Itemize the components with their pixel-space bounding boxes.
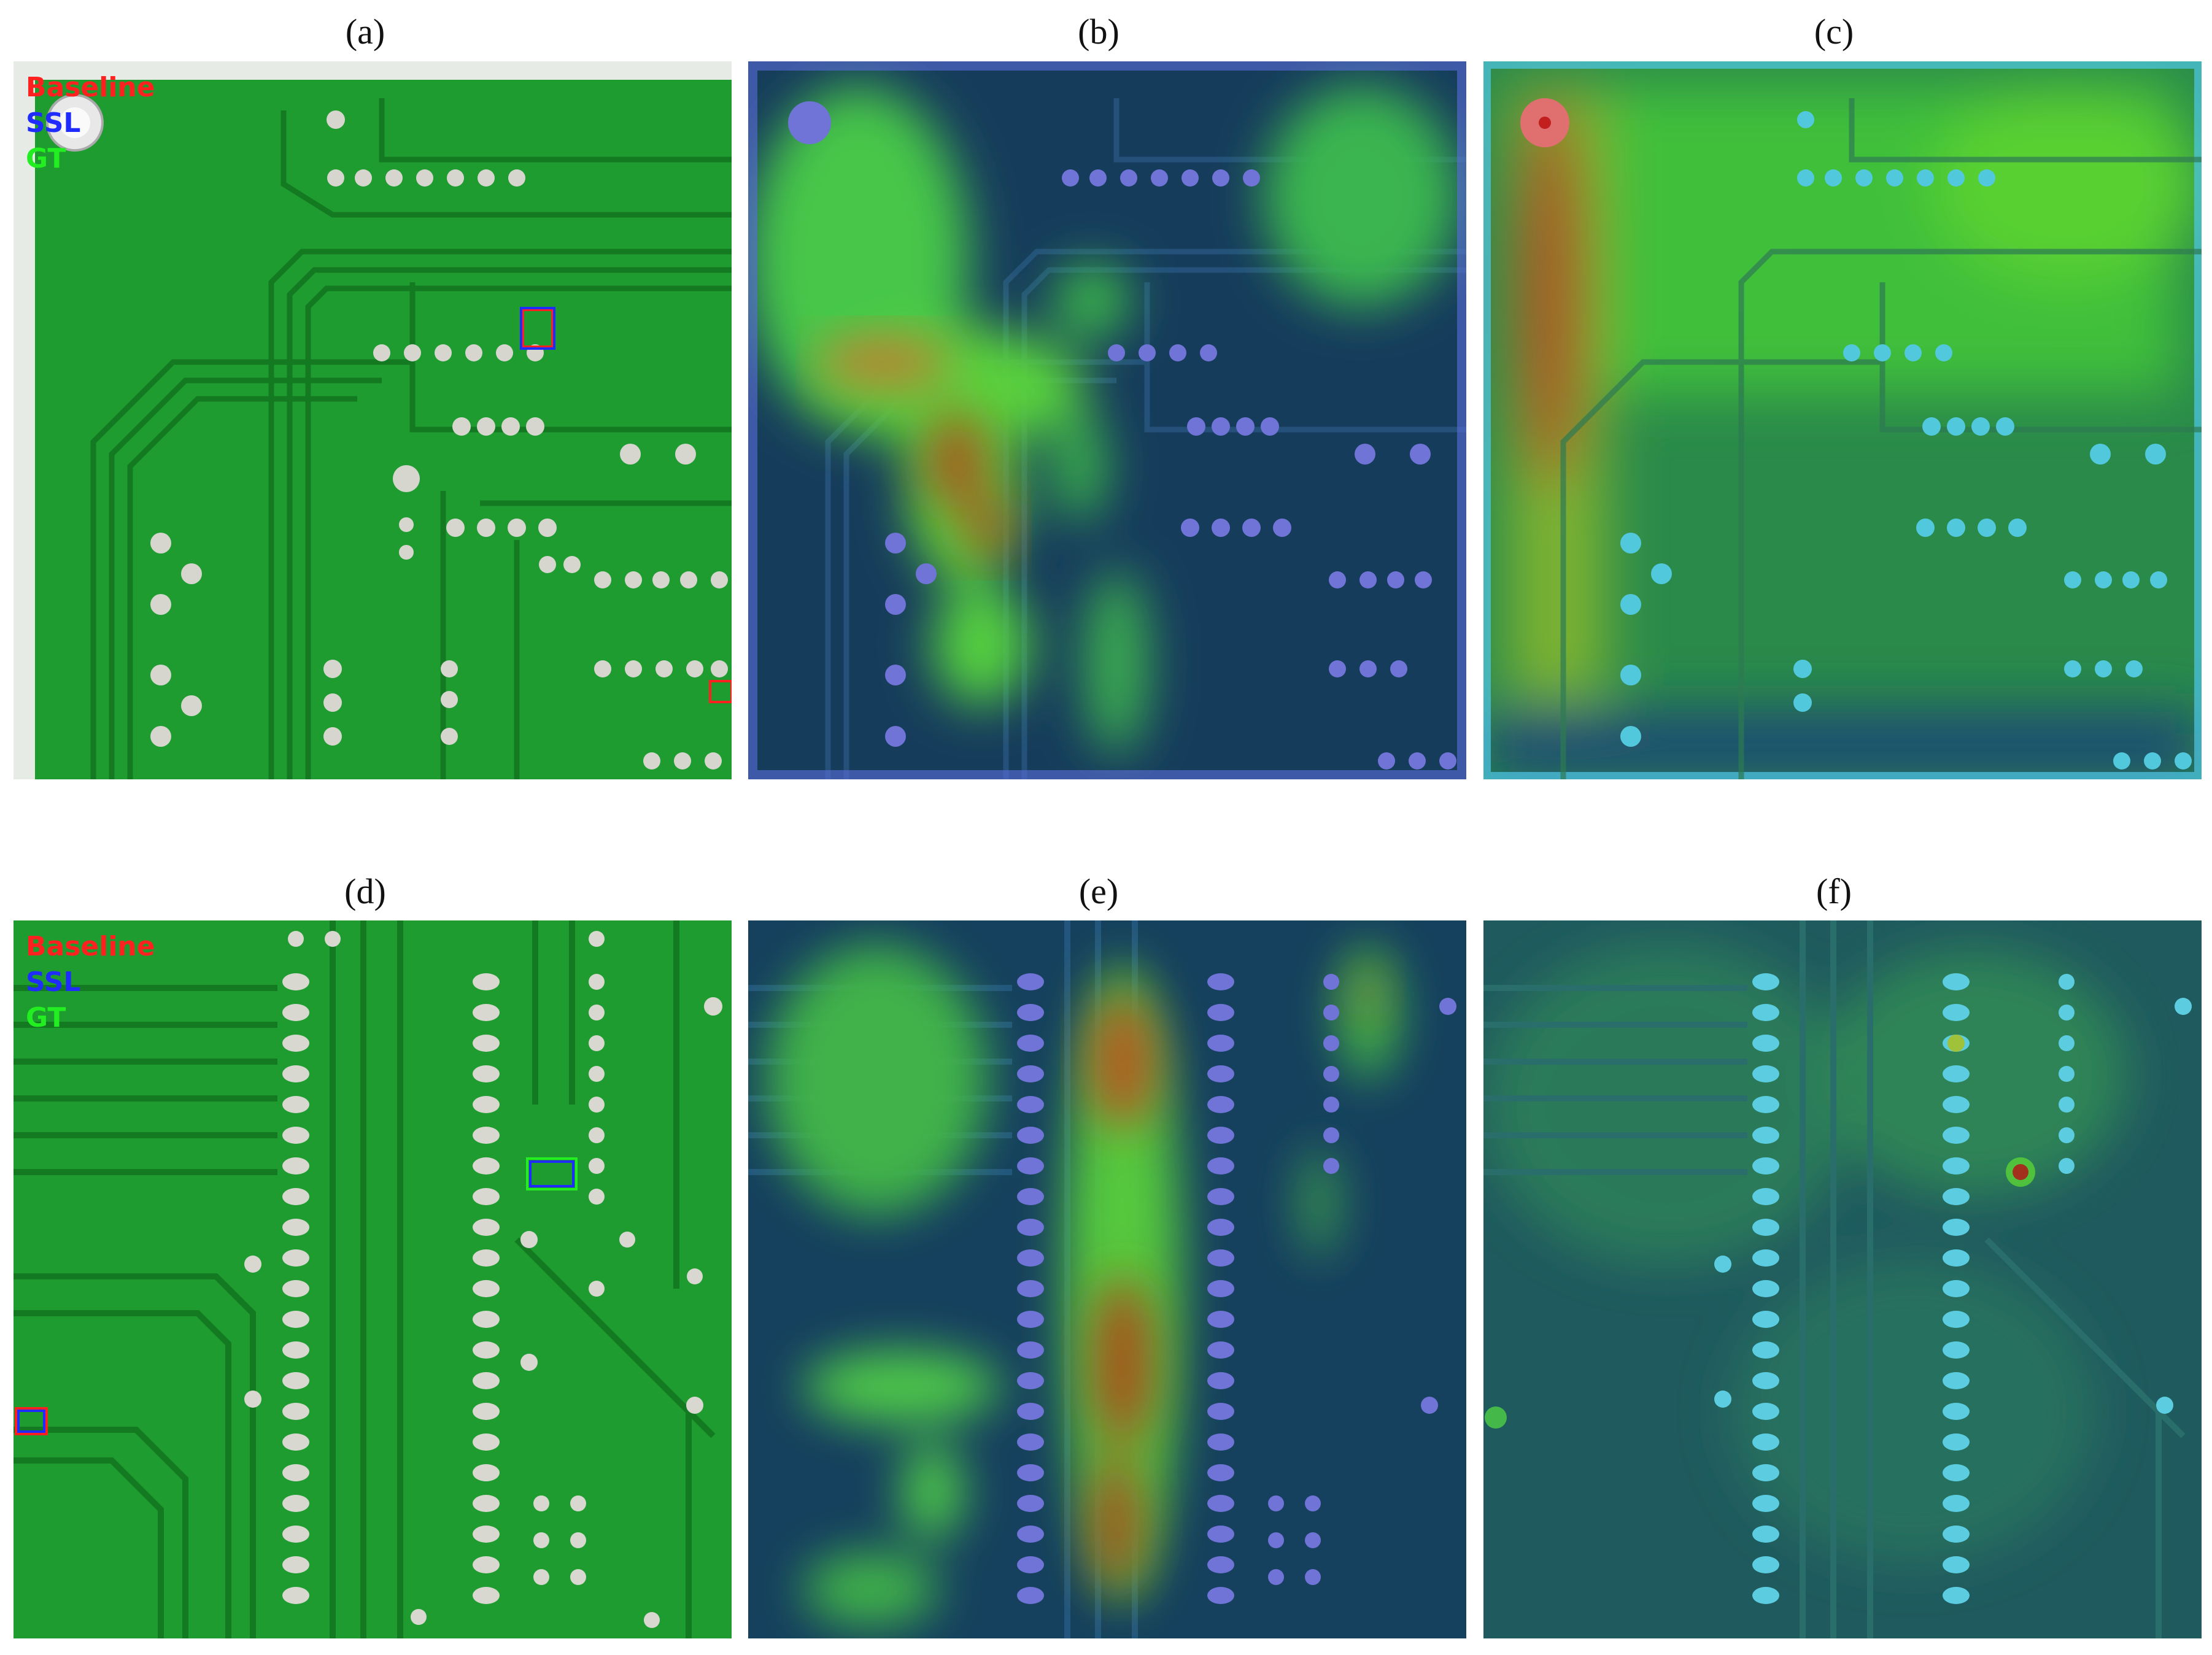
caption-a: (a) [345, 12, 385, 52]
legend-ssl-d: SSL [26, 966, 81, 998]
caption-f: (f) [1816, 871, 1852, 911]
panel-c-heatmap [1483, 61, 2202, 779]
panel-d-pcb-image: Baseline SSL GT [14, 920, 732, 1638]
legend-gt: GT [26, 143, 66, 174]
caption-b: (b) [1078, 12, 1120, 52]
caption-e: (e) [1078, 871, 1119, 911]
legend-ssl: SSL [26, 107, 81, 139]
legend-baseline-d: Baseline [26, 931, 155, 962]
legend-gt-d: GT [26, 1002, 66, 1033]
legend-a: Baseline SSL GT [26, 70, 155, 177]
legend-baseline: Baseline [26, 72, 155, 103]
panel-a-pcb-image: Baseline SSL GT [14, 61, 732, 779]
legend-d: Baseline SSL GT [26, 929, 155, 1036]
caption-c: (c) [1814, 12, 1854, 52]
panel-e-heatmap [748, 920, 1466, 1638]
caption-d: (d) [344, 871, 386, 911]
panel-b-heatmap [748, 61, 1466, 779]
panel-f-heatmap [1483, 920, 2202, 1638]
